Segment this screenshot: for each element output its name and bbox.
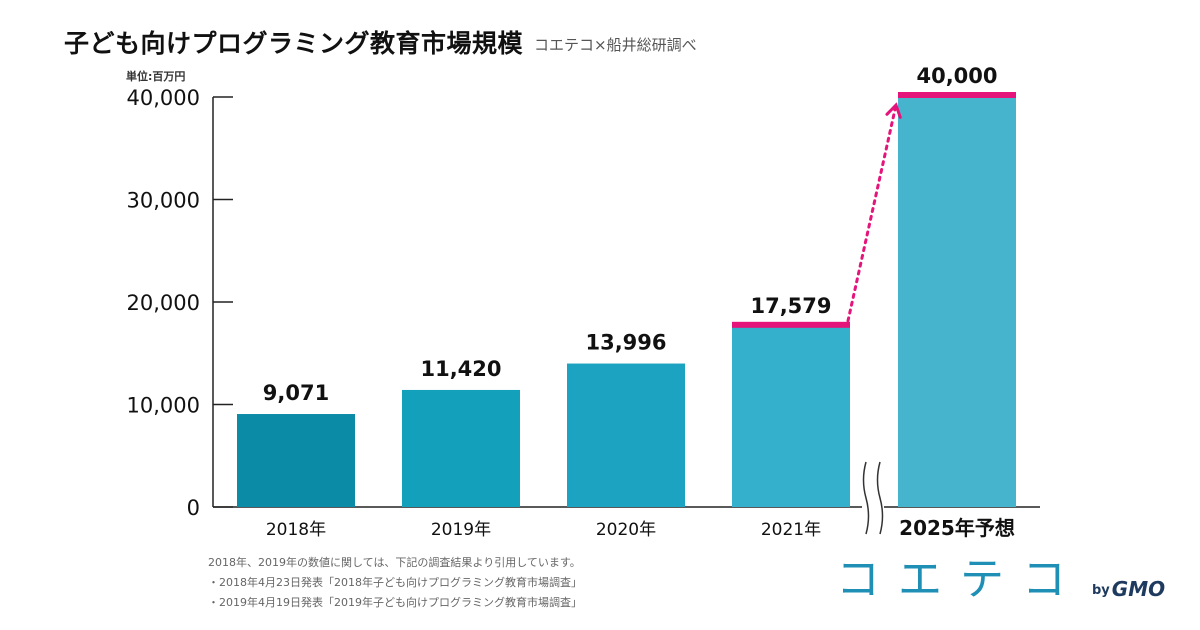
brand-by: by [1092, 583, 1110, 598]
bar-highlight-cap [898, 92, 1016, 98]
bar [898, 97, 1016, 507]
unit-label: 単位:百万円 [126, 70, 186, 83]
bar-value-label: 9,071 [263, 381, 329, 405]
y-tick-label: 20,000 [127, 291, 200, 315]
bar-value-label: 17,579 [750, 294, 831, 318]
brand-logo: コエテコ by GMO [836, 556, 1165, 604]
brand-wordmark: コエテコ [836, 554, 1084, 605]
bar [732, 326, 850, 507]
brand-company: GMO [1111, 577, 1166, 601]
footnotes: 2018年、2019年の数値に関しては、下記の調査結果より引用しています。 ・2… [208, 553, 582, 613]
growth-arrow [846, 103, 898, 323]
chart-source: コエテコ×船井総研調べ [534, 36, 697, 54]
bar [402, 389, 520, 507]
bar-highlight-cap [732, 321, 850, 328]
bar [567, 363, 685, 507]
bar-value-label: 11,420 [420, 357, 501, 381]
growth-arrow-head [885, 102, 902, 119]
footnote-line: 2018年、2019年の数値に関しては、下記の調査結果より引用しています。 [208, 556, 581, 569]
x-tick-label: 2018年 [266, 520, 326, 540]
chart-title: 子ども向けプログラミング教育市場規模 [64, 29, 524, 58]
footnote-line: ・2019年4月19日発表「2019年子ども向けプログラミング教育市場調査」 [208, 596, 582, 609]
axis-break-mark [876, 461, 884, 535]
footnote-line: ・2018年4月23日発表「2018年子ども向けプログラミング教育市場調査」 [208, 576, 582, 589]
y-tick-label: 10,000 [127, 394, 200, 418]
y-tick-label: 30,000 [127, 189, 200, 213]
y-tick-label: 40,000 [127, 86, 200, 110]
y-tick-label: 0 [187, 496, 200, 520]
axis-break-mark [862, 461, 870, 535]
bar-value-label: 13,996 [585, 331, 666, 355]
x-tick-label: 2019年 [431, 520, 491, 540]
bar [237, 414, 355, 507]
x-tick-label: 2025年予想 [899, 516, 1015, 540]
x-tick-label: 2021年 [761, 520, 821, 540]
x-tick-label: 2020年 [596, 520, 656, 540]
bar-value-label: 40,000 [916, 64, 997, 88]
